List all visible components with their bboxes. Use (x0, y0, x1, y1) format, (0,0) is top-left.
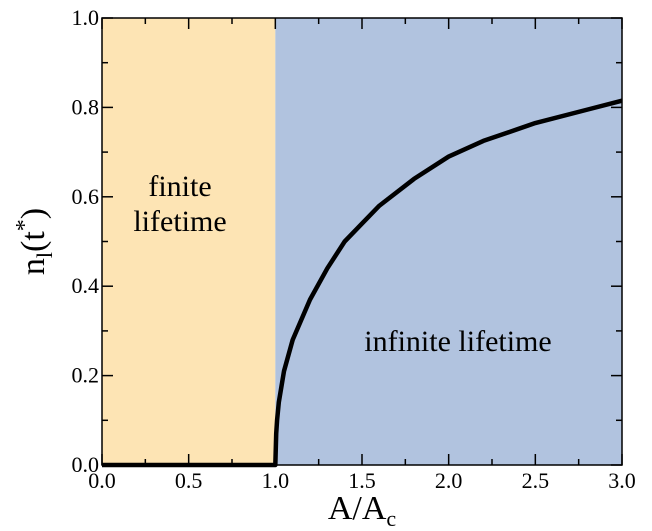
y-tick-label-3: 0.6 (72, 184, 100, 209)
y-axis-label-paren-close: ) (15, 208, 52, 219)
regions-layer (102, 18, 622, 465)
y-axis-label-paren-open: (t (15, 231, 52, 252)
y-tick-label-5: 1.0 (72, 5, 100, 30)
y-axis-label: nl(t*) (12, 208, 57, 275)
y-axis-label-sup: * (12, 219, 38, 231)
x-axis-label-base: A/A (328, 490, 387, 527)
x-tick-label-2: 1.0 (262, 468, 290, 493)
region-0 (102, 18, 275, 465)
region-1 (275, 18, 622, 465)
x-axis-label-sub: c (386, 506, 396, 531)
y-tick-label-4: 0.8 (72, 94, 100, 119)
y-tick-label-1: 0.2 (72, 363, 100, 388)
region-label-0-line-0: finite (148, 170, 211, 203)
region-label-1-line-0: infinite lifetime (364, 325, 551, 358)
y-axis-label-base: n (15, 258, 52, 275)
x-tick-label-5: 2.5 (522, 468, 550, 493)
y-tick-label-0: 0.0 (72, 452, 100, 477)
x-axis-label: A/Ac (328, 490, 397, 531)
region-label-0-line-1: lifetime (133, 205, 226, 238)
x-tick-label-6: 3.0 (608, 468, 636, 493)
x-tick-label-4: 2.0 (435, 468, 463, 493)
y-tick-label-2: 0.4 (72, 273, 100, 298)
x-tick-label-1: 0.5 (175, 468, 203, 493)
